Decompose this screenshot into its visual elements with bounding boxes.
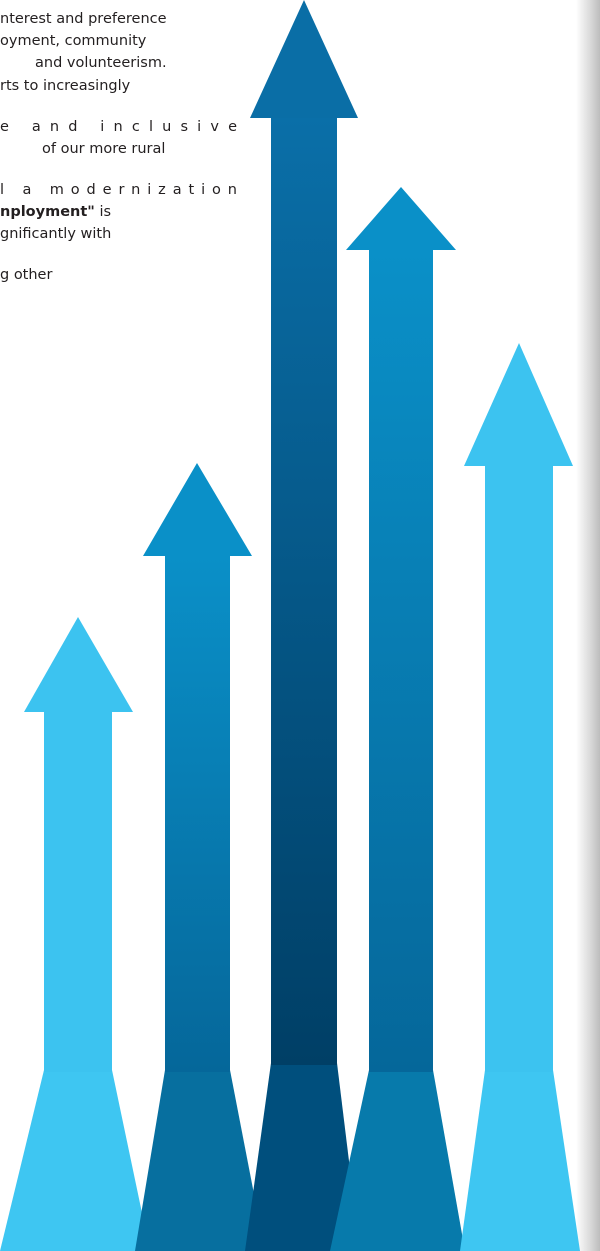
arrow [245, 0, 360, 1251]
bold-text: nployment" [0, 204, 95, 220]
text-line: rts to increasingly [0, 78, 131, 94]
text-span: g other [0, 267, 52, 283]
text-line: nployment" is [0, 204, 111, 220]
text-line: of our more rural [42, 141, 165, 157]
text-span: nterest and preference [0, 11, 167, 27]
arrow [460, 343, 580, 1251]
body-text: nterest and preference oyment, community a… [0, 11, 237, 283]
text-span: gnificantly with [0, 226, 111, 242]
arrow [0, 617, 150, 1251]
text-line: l a modernization [0, 182, 237, 198]
text-span: rts to increasingly [0, 78, 131, 94]
text-line: gnificantly with [0, 226, 111, 242]
text-line: nterest and preference [0, 11, 167, 27]
text-span: e and inclusive [0, 119, 237, 135]
page-shadow [576, 0, 600, 1251]
text-line: and volunteerism. [35, 55, 167, 71]
text-span: l a modernization [0, 182, 237, 198]
text-line: oyment, community [0, 33, 147, 49]
text-line: g other [0, 267, 52, 283]
text-line: e and inclusive [0, 119, 237, 135]
text-span: is [95, 204, 111, 220]
text-span: of our more rural [42, 141, 165, 157]
text-span: oyment, community [0, 33, 147, 49]
text-span: and volunteerism. [35, 55, 167, 71]
arrow [135, 463, 265, 1251]
arrow [330, 187, 465, 1251]
